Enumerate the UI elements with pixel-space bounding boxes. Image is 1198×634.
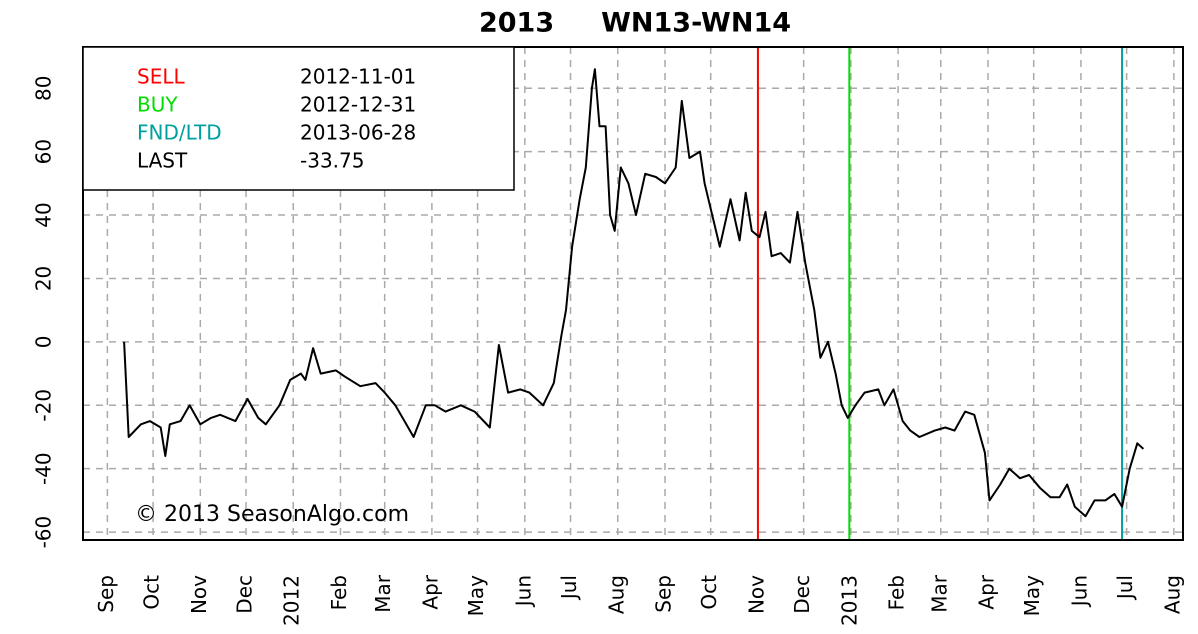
x-tick-label: Sep <box>94 575 118 613</box>
legend-label: LAST <box>137 149 188 173</box>
x-tick-label: Feb <box>327 575 351 610</box>
x-tick-label: 2012 <box>280 575 304 626</box>
x-tick-label: Dec <box>233 575 257 614</box>
legend-value: 2012-12-31 <box>300 93 416 117</box>
x-tick-label: Jul <box>1113 575 1137 601</box>
marks <box>123 47 1145 540</box>
y-tick-label: -40 <box>32 452 56 485</box>
x-tick-label: 2013 <box>837 575 861 626</box>
y-tick-label: 20 <box>32 266 56 291</box>
x-tick-label: Dec <box>790 575 814 614</box>
legend-box <box>82 46 515 191</box>
legend-value: 2013-06-28 <box>300 121 416 145</box>
y-tick-label: -60 <box>32 516 56 549</box>
x-tick-label: Mar <box>371 574 395 613</box>
chart-title: 2013 WN13-WN14 <box>479 8 791 39</box>
x-tick-label: Oct <box>140 575 164 610</box>
legend-value: 2012-11-01 <box>300 65 416 89</box>
x-tick-label: Jun <box>1067 575 1091 608</box>
x-tick-label: Apr <box>418 574 442 609</box>
x-tick-label: Aug <box>604 575 628 614</box>
x-tick-label: May <box>1020 575 1044 617</box>
legend-value: -33.75 <box>300 149 364 173</box>
x-tick-label: Aug <box>1160 575 1184 614</box>
y-tick-label: 60 <box>32 139 56 164</box>
legend-label: BUY <box>137 93 178 117</box>
x-tick-label: Mar <box>927 574 951 613</box>
x-tick-label: May <box>464 575 488 617</box>
axes: -60 -40 -20 0 20 40 60 80 Sep Oct Nov Dec 2012 Feb Mar… <box>32 75 1185 625</box>
x-tick-label: Nov <box>744 575 768 614</box>
plot-frame <box>82 46 1184 541</box>
y-tick-label: -20 <box>32 389 56 422</box>
legend-label: SELL <box>137 65 185 89</box>
x-tick-label: Jun <box>511 575 535 608</box>
y-tick-label: 40 <box>32 202 56 227</box>
y-tick-label: 80 <box>32 75 56 100</box>
price-line <box>123 68 1145 518</box>
legend-label: FND/LTD <box>137 121 222 145</box>
x-tick-label: Oct <box>697 575 721 610</box>
x-tick-label: Feb <box>885 575 909 610</box>
legend: SELL 2012-11-01 BUY 2012-12-31 FND/LTD 2013-0… <box>82 46 515 191</box>
x-tick-label: Apr <box>974 574 998 609</box>
y-tick-label: 0 <box>32 335 56 348</box>
x-tick-label: Nov <box>187 575 211 614</box>
copyright: © 2013 SeasonAlgo.com <box>135 502 409 527</box>
x-tick-label: Sep <box>651 575 675 613</box>
x-tick-label: Jul <box>557 575 581 601</box>
